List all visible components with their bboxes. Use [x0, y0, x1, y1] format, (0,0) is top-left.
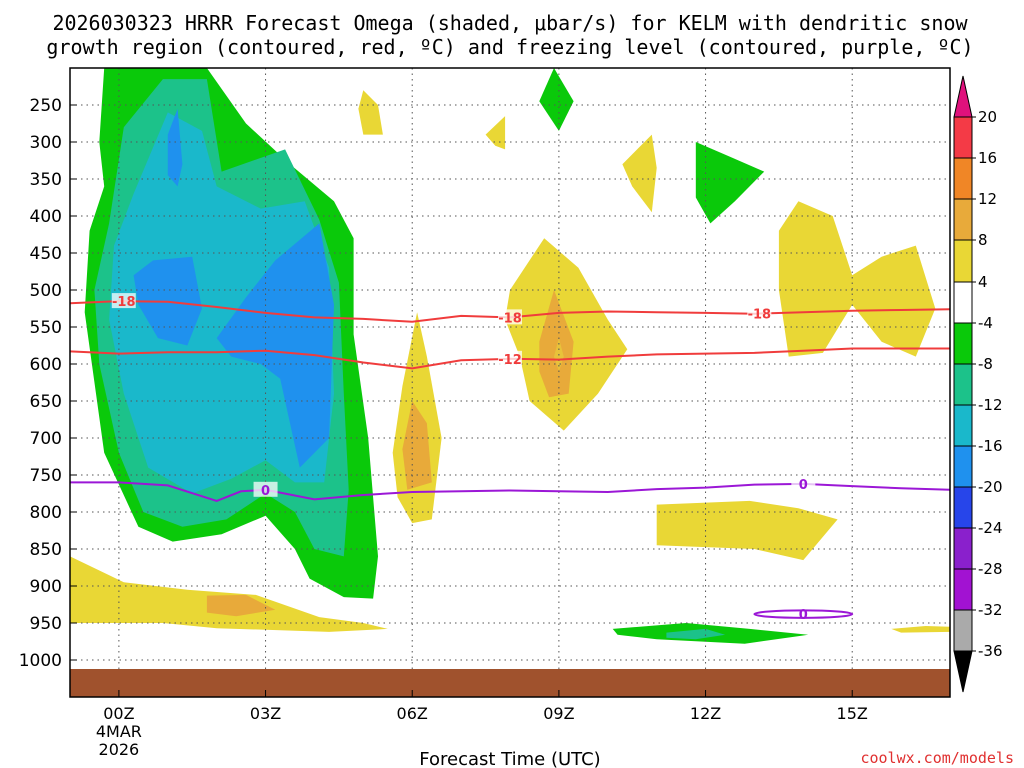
x-axis-label: Forecast Time (UTC): [419, 749, 600, 768]
omega-region-2: [109, 112, 334, 494]
y-tick-label-13: 900: [30, 577, 62, 597]
omega-region-18: [778, 201, 936, 357]
omega-region-16: [539, 68, 574, 131]
red-contour-label-0-2: -18: [748, 308, 772, 323]
colorbar-swatch-12: [953, 609, 973, 652]
ground-surface: [70, 669, 950, 697]
y-tick-label-11: 800: [30, 503, 62, 523]
colorbar-swatch-8: [953, 445, 973, 488]
colorbar-swatch-6: [953, 363, 973, 406]
x-tick-label-5: 15Z: [837, 704, 868, 723]
credit-text: coolwx.com/models: [860, 749, 1014, 767]
chart-title-line1: 2026030323 HRRR Forecast Omega (shaded, …: [52, 11, 968, 35]
colorbar-label-3: 8: [978, 231, 988, 249]
y-tick-label-14: 950: [30, 614, 62, 634]
x-tick-label-2: 06Z: [397, 704, 428, 723]
colorbar: 20 16 12 8 4 -4 -8 -12 -16 -20 -24 -28 -32 -36: [953, 75, 1003, 693]
y-tick-label-15: 1000: [19, 651, 62, 671]
colorbar-label-12: -32: [978, 601, 1003, 619]
y-tick-label-3: 400: [30, 207, 62, 227]
colorbar-swatch-2: [953, 198, 973, 241]
red-contour-label-0-1: -18: [498, 311, 522, 326]
y-tick-label-1: 300: [30, 133, 62, 153]
colorbar-swatch-10: [953, 527, 973, 570]
colorbar-swatch-1: [953, 157, 973, 200]
colorbar-label-10: -24: [978, 519, 1003, 537]
colorbar-label-11: -28: [978, 560, 1003, 578]
red-contour-label-bg-1-0: [498, 350, 522, 366]
omega-region-19: [656, 500, 838, 561]
colorbar-top-arrow: [953, 75, 973, 118]
colorbar-label-2: 12: [978, 190, 997, 208]
omega-region-13: [358, 90, 383, 135]
colorbar-label-4: 4: [978, 273, 988, 291]
omega-region-6: [70, 556, 388, 632]
red-contour-label-0-0: -18: [112, 295, 136, 310]
x-tick-label-1: 03Z: [250, 704, 281, 723]
colorbar-label-9: -20: [978, 478, 1003, 496]
x-tick-date: 4MAR: [96, 722, 142, 741]
colorbar-swatch-4: [953, 281, 973, 324]
purple-loop-contour: [753, 609, 854, 619]
x-tick-label-4: 12Z: [690, 704, 721, 723]
colorbar-label-0: 20: [978, 108, 997, 126]
y-tick-label-10: 750: [30, 466, 62, 486]
colorbar-swatch-9: [953, 486, 973, 529]
omega-region-7: [206, 594, 276, 617]
colorbar-swatch-5: [953, 322, 973, 365]
y-tick-label-5: 500: [30, 281, 62, 301]
y-tick-label-7: 600: [30, 355, 62, 375]
y-tick-label-0: 250: [30, 96, 62, 116]
omega-region-22: [891, 626, 950, 633]
grid-lines: [70, 68, 950, 697]
purple-contour-label-0-1: 0: [799, 478, 808, 493]
red-contour-label-bg-0-1: [498, 309, 522, 325]
omega-region-14: [485, 116, 506, 150]
omega-region-9: [402, 401, 432, 490]
red-contour-label-1-0: -12: [498, 353, 522, 368]
colorbar-swatch-0: [953, 116, 973, 159]
chart-title-line2: growth region (contoured, red, ºC) and f…: [46, 35, 973, 59]
colorbar-label-8: -16: [978, 437, 1003, 455]
x-tick-label-3: 09Z: [543, 704, 574, 723]
x-tick-label-0: 00Z: [103, 704, 134, 723]
plot-frame: [69, 67, 951, 698]
omega-region-21: [666, 628, 726, 640]
omega-region-15: [622, 134, 657, 213]
colorbar-label-7: -12: [978, 396, 1003, 414]
omega-shading: [70, 68, 950, 644]
y-axis: 250 300 350 400 450 500 550 600 650 700 750 800 850 9…: [19, 96, 77, 671]
y-tick-label-8: 650: [30, 392, 62, 412]
purple-contour-label-0-0: 0: [261, 484, 270, 499]
colorbar-label-6: -8: [978, 355, 993, 373]
omega-region-4: [167, 108, 183, 187]
x-tick-year: 2026: [99, 740, 140, 759]
colorbar-swatch-11: [953, 568, 973, 611]
colorbar-label-1: 16: [978, 149, 997, 167]
y-tick-label-2: 350: [30, 170, 62, 190]
omega-region-11: [539, 290, 574, 398]
colorbar-swatch-7: [953, 404, 973, 447]
red-contour-label-bg-0-2: [747, 305, 772, 321]
y-tick-label-9: 700: [30, 429, 62, 449]
colorbar-swatch-3: [953, 239, 973, 283]
purple-loop-label: 0: [799, 608, 808, 623]
y-tick-label-6: 550: [30, 318, 62, 338]
purple-contour-label-bg-0-0: [253, 481, 278, 497]
y-tick-label-12: 850: [30, 540, 62, 560]
omega-region-5: [216, 223, 334, 468]
omega-region-17: [695, 142, 765, 224]
y-tick-label-4: 450: [30, 244, 62, 264]
temperature-contours: -18 -18 -18 -12 0 0 0: [70, 293, 950, 623]
red-contour-label-bg-0-0: [111, 293, 136, 309]
purple-contour-label-bg-0-1: [791, 475, 816, 491]
colorbar-label-13: -36: [978, 642, 1003, 660]
colorbar-bottom-arrow: [953, 650, 973, 693]
colorbar-label-5: -4: [978, 314, 993, 332]
